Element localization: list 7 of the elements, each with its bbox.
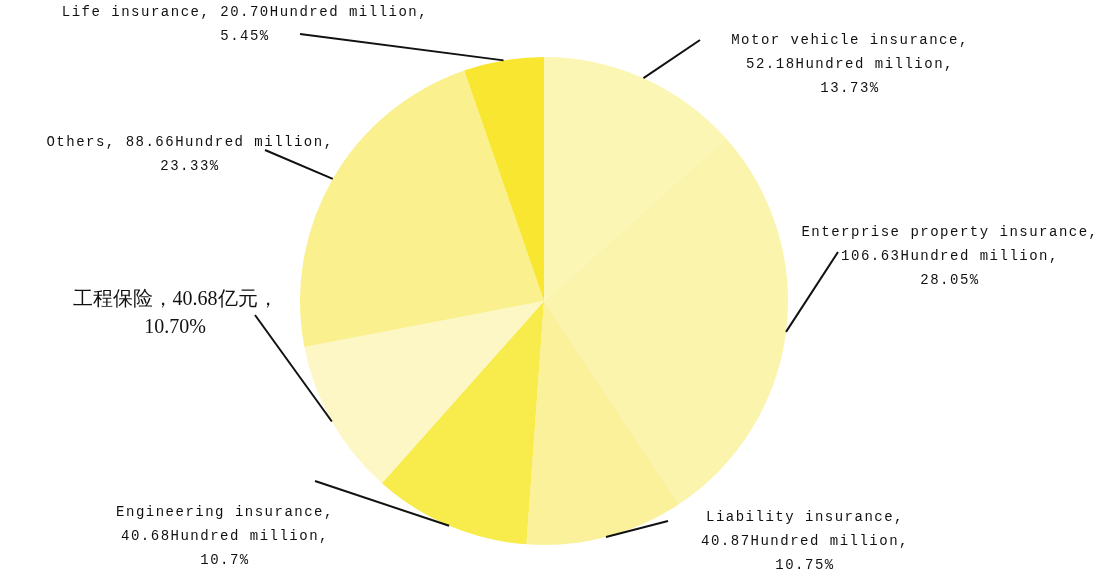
slice-label: Liability insurance, 40.87Hundred million, 10.75% xyxy=(700,508,910,575)
slice-label: Engineering insurance, 40.68Hundred million, 10.7% xyxy=(115,503,335,570)
slice-label: Enterprise property insurance, 106.63Hundred million, 28.05% xyxy=(800,223,1100,290)
slice-label: 工程保险，40.68亿元， 10.70% xyxy=(71,286,279,339)
slice-label: Others, 88.66Hundred million, 23.33% xyxy=(45,133,335,176)
slice-label: Life insurance, 20.70Hundred million, 5.45% xyxy=(60,3,430,46)
slice-label: Motor vehicle insurance, 52.18Hundred million, 13.73% xyxy=(730,31,970,98)
